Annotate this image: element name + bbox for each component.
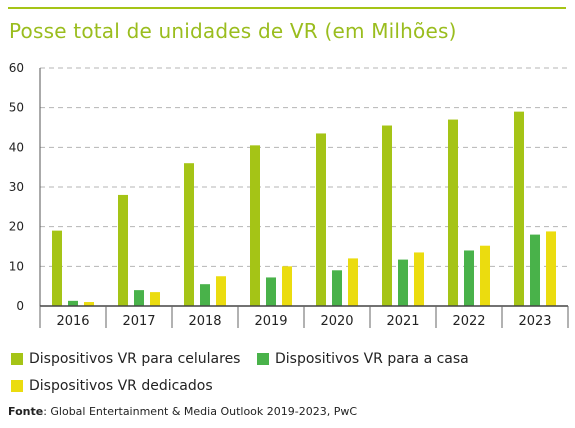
chart-title: Posse total de unidades de VR (em Milhõe… (9, 19, 457, 43)
bar (448, 119, 458, 306)
source-note: Fonte: Global Entertainment & Media Outl… (8, 405, 357, 418)
y-tick-label: 50 (9, 101, 24, 115)
x-tick-label: 2017 (122, 314, 155, 329)
legend-item-celulares: Dispositivos VR para celulares (11, 351, 240, 367)
y-tick-label: 0 (16, 299, 24, 313)
bar (398, 259, 408, 306)
bar (200, 284, 210, 306)
bar (266, 277, 276, 306)
bar (118, 194, 128, 306)
bar (414, 252, 424, 306)
x-tick-label: 2020 (320, 314, 353, 329)
bar (216, 276, 226, 306)
y-tick-label: 20 (9, 220, 24, 234)
bar (464, 250, 474, 306)
x-tick-label: 2022 (452, 314, 485, 329)
legend-swatch-celulares (11, 353, 23, 365)
bar (348, 258, 358, 306)
bar (514, 111, 524, 306)
y-tick-label: 10 (9, 259, 24, 273)
x-tick-label: 2019 (254, 314, 287, 329)
legend-item-casa: Dispositivos VR para a casa (257, 351, 469, 367)
x-tick-label: 2023 (518, 314, 551, 329)
legend-label-dedicados: Dispositivos VR dedicados (29, 378, 213, 394)
bar (150, 292, 160, 306)
x-tick-label: 2018 (188, 314, 221, 329)
bar (184, 163, 194, 306)
legend-swatch-dedicados (11, 380, 23, 392)
x-tick-label: 2016 (56, 314, 89, 329)
bar (52, 230, 62, 306)
top-rule (8, 7, 566, 9)
source-label: Fonte (8, 405, 44, 418)
y-tick-label: 30 (9, 180, 24, 194)
legend-label-casa: Dispositivos VR para a casa (275, 351, 469, 367)
y-tick-label: 60 (9, 61, 24, 75)
bar (530, 234, 540, 306)
bar (332, 270, 342, 306)
bar (546, 231, 556, 306)
bar (84, 302, 94, 306)
source-text: : Global Entertainment & Media Outlook 2… (43, 405, 358, 418)
bar (382, 125, 392, 307)
bar (316, 133, 326, 306)
legend-label-celulares: Dispositivos VR para celulares (29, 351, 241, 367)
chart-legend: Dispositivos VR para celulares Dispositi… (8, 347, 568, 403)
y-tick-label: 40 (9, 140, 24, 154)
bar (68, 300, 78, 306)
bar (250, 145, 260, 306)
x-tick-label: 2021 (386, 314, 419, 329)
bar-chart: 0 10 20 30 40 50 60 2016 2017 2018 2019 2020 2021 202… (9, 61, 569, 329)
legend-item-dedicados: Dispositivos VR dedicados (11, 378, 213, 394)
bar (480, 245, 490, 306)
legend-swatch-casa (257, 353, 269, 365)
bar (134, 290, 144, 306)
bar (282, 266, 292, 306)
